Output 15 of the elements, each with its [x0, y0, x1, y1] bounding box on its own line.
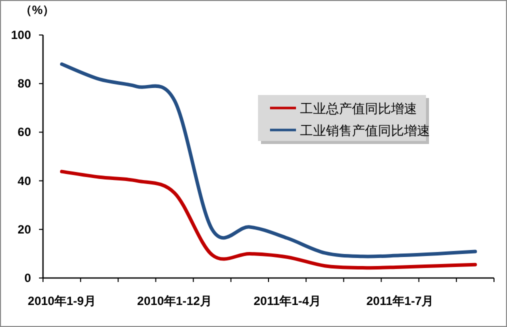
- y-tick-label: 20: [18, 222, 32, 236]
- x-tick-label: 2011年1-4月: [254, 294, 321, 308]
- y-axis-title: （%）: [20, 3, 55, 17]
- legend-label: 工业销售产值同比增速: [300, 123, 430, 138]
- x-tick-label: 2010年1-12月: [137, 294, 212, 308]
- y-tick-label: 100: [10, 28, 32, 42]
- line-series: [60, 170, 477, 270]
- legend-label: 工业总产值同比增速: [300, 101, 417, 116]
- y-tick-label: 0: [24, 271, 32, 285]
- x-tick-label: 2010年1-9月: [28, 294, 96, 308]
- line-series: [60, 62, 477, 258]
- y-tick-label: 60: [18, 125, 32, 140]
- y-tick-label: 40: [18, 174, 32, 188]
- y-tick-label: 80: [18, 76, 32, 91]
- x-tick-label: 2011年1-7月: [366, 294, 434, 308]
